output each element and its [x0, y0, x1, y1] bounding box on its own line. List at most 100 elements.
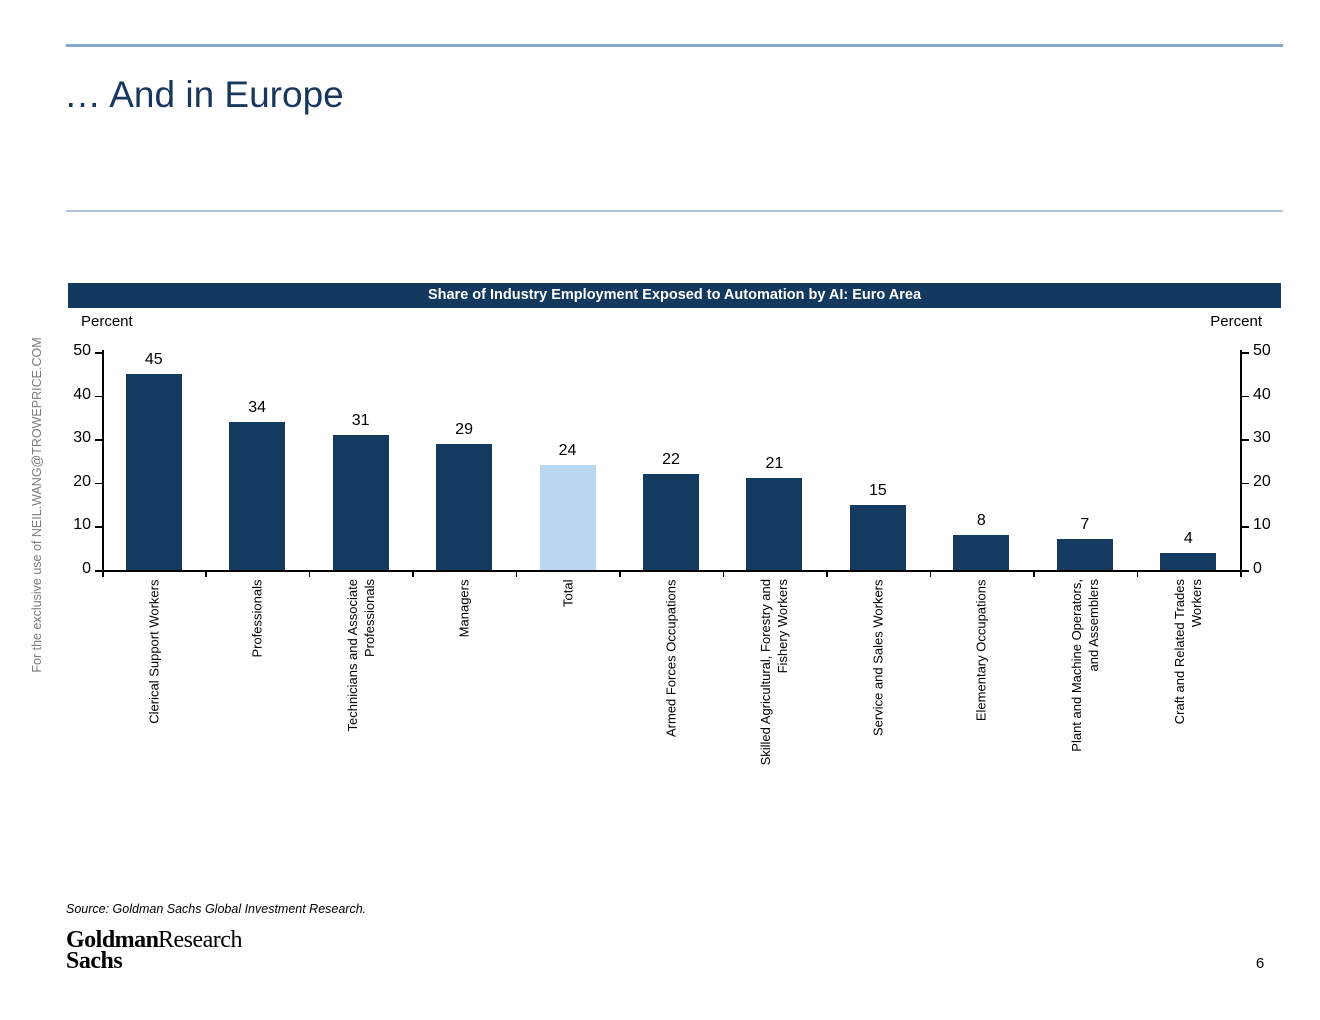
right-y-tick-label: 10 — [1253, 516, 1271, 534]
category-label: Service and Sales Workers — [869, 579, 886, 859]
chart-title-bar: Share of Industry Employment Exposed to … — [68, 283, 1281, 308]
bar-value-label: 4 — [1183, 529, 1193, 547]
category-label-line: Total — [560, 579, 576, 607]
left-y-tick-label: 10 — [73, 516, 91, 534]
bar — [1056, 539, 1113, 570]
category-label-line: Fishery Workers — [775, 579, 791, 674]
category-label-line: Service and Sales Workers — [870, 579, 886, 736]
right-y-tick-label: 30 — [1253, 429, 1271, 447]
category-label: Craft and Related Trades Workers — [1171, 579, 1205, 859]
category-label: Elementary Occupations — [973, 579, 990, 859]
page-title: … And in Europe — [64, 74, 344, 115]
right-y-tick-label: 20 — [1253, 472, 1271, 490]
x-axis-tick — [619, 570, 621, 577]
right-y-tick-label: 50 — [1253, 342, 1271, 359]
page-number: 6 — [1255, 955, 1265, 972]
x-axis-tick — [205, 570, 207, 577]
top-divider-rule — [66, 44, 1283, 47]
category-label-line: Armed Forces Occupations — [663, 579, 679, 737]
title-divider-rule — [66, 210, 1283, 212]
category-label-line: Plant and Machine Operators, — [1068, 579, 1084, 752]
category-label-line: Clerical Support Workers — [146, 579, 162, 724]
category-label-line: Professionals — [361, 579, 377, 658]
category-label-line: Elementary Occupations — [973, 579, 989, 721]
left-axis-unit-label: Percent — [81, 313, 133, 330]
left-y-tick-label: 0 — [82, 560, 91, 577]
bar-value-label: 21 — [765, 455, 784, 473]
category-label-line: Skilled Agricultural, Forestry and — [758, 579, 774, 766]
right-y-tick — [1241, 352, 1249, 354]
bar — [539, 465, 596, 570]
category-label-line: and Assemblers — [1085, 579, 1101, 672]
x-axis-tick — [102, 570, 104, 577]
x-axis-tick — [826, 570, 828, 577]
category-label-line: Craft and Related Trades — [1172, 579, 1188, 725]
bar-value-label: 29 — [455, 420, 473, 438]
right-y-tick — [1241, 439, 1249, 441]
left-y-tick — [95, 482, 102, 485]
bar-value-label: 31 — [351, 411, 370, 429]
bar-value-label: 22 — [662, 451, 680, 469]
x-axis-tick — [1033, 570, 1035, 577]
left-y-tick — [95, 439, 102, 441]
right-y-tick — [1241, 570, 1249, 572]
source-note: Source: Goldman Sachs Global Investment … — [66, 902, 367, 916]
goldman-sachs-logo-line1: Goldman — [66, 927, 159, 953]
right-y-tick — [1241, 482, 1249, 485]
left-y-tick-label: 40 — [73, 385, 91, 403]
x-axis-tick — [412, 570, 414, 577]
bar-value-label: 15 — [869, 481, 887, 499]
right-y-tick — [1241, 395, 1249, 398]
right-y-axis-line — [1240, 350, 1242, 572]
bar-value-label: 34 — [248, 398, 267, 416]
category-label: Skilled Agricultural, Forestry and Fisher… — [757, 579, 791, 859]
category-label: Technicians and Associate Professionals — [344, 579, 378, 859]
category-label: Professionals — [249, 579, 266, 859]
x-axis-line — [102, 570, 1242, 572]
left-y-axis-line — [102, 350, 104, 572]
bar — [436, 443, 493, 570]
bar — [643, 474, 699, 570]
left-y-tick — [95, 526, 102, 528]
bar — [1160, 552, 1217, 570]
x-axis-tick — [722, 570, 725, 577]
goldman-sachs-logo-line2: Sachs — [66, 948, 123, 974]
bar-value-label: 24 — [558, 442, 577, 460]
category-label-line: Workers — [1189, 579, 1205, 628]
right-y-tick — [1241, 526, 1249, 528]
left-y-tick — [95, 352, 102, 354]
bar — [953, 535, 1010, 570]
left-y-tick-label: 30 — [73, 429, 91, 447]
bar — [849, 504, 906, 570]
category-label: Plant and Machine Operators, and Assemble… — [1068, 579, 1102, 859]
bar-value-label: 8 — [976, 512, 986, 530]
category-label: Managers — [456, 579, 473, 859]
bar-value-label: 7 — [1080, 516, 1090, 534]
category-label: Armed Forces Occupations — [663, 579, 680, 859]
category-label-line: Technicians and Associate — [344, 579, 360, 732]
category-label: Total — [559, 579, 576, 859]
x-axis-tick — [515, 570, 518, 577]
left-y-tick — [95, 570, 102, 572]
left-y-tick-label: 50 — [73, 342, 91, 359]
exclusive-use-watermark: For the exclusive use of NEIL.WANG@TROWE… — [30, 337, 44, 673]
category-label-line: Managers — [456, 579, 472, 637]
right-y-tick-label: 0 — [1253, 560, 1262, 577]
left-y-tick — [95, 395, 102, 398]
right-axis-unit-label: Percent — [1210, 313, 1262, 330]
category-label-line: Professionals — [249, 579, 265, 658]
left-y-tick-label: 20 — [73, 472, 91, 490]
x-axis-tick — [1240, 570, 1242, 577]
x-axis-tick — [1136, 570, 1139, 577]
category-label: Clerical Support Workers — [145, 579, 162, 859]
bar — [125, 373, 182, 570]
x-axis-tick — [929, 570, 932, 577]
bar-value-label: 45 — [144, 350, 163, 368]
x-axis-tick — [308, 570, 311, 577]
right-y-tick-label: 40 — [1253, 385, 1271, 403]
research-division-label: Research — [158, 927, 242, 953]
bar — [229, 421, 286, 570]
bar — [332, 434, 389, 570]
bar — [746, 478, 803, 570]
